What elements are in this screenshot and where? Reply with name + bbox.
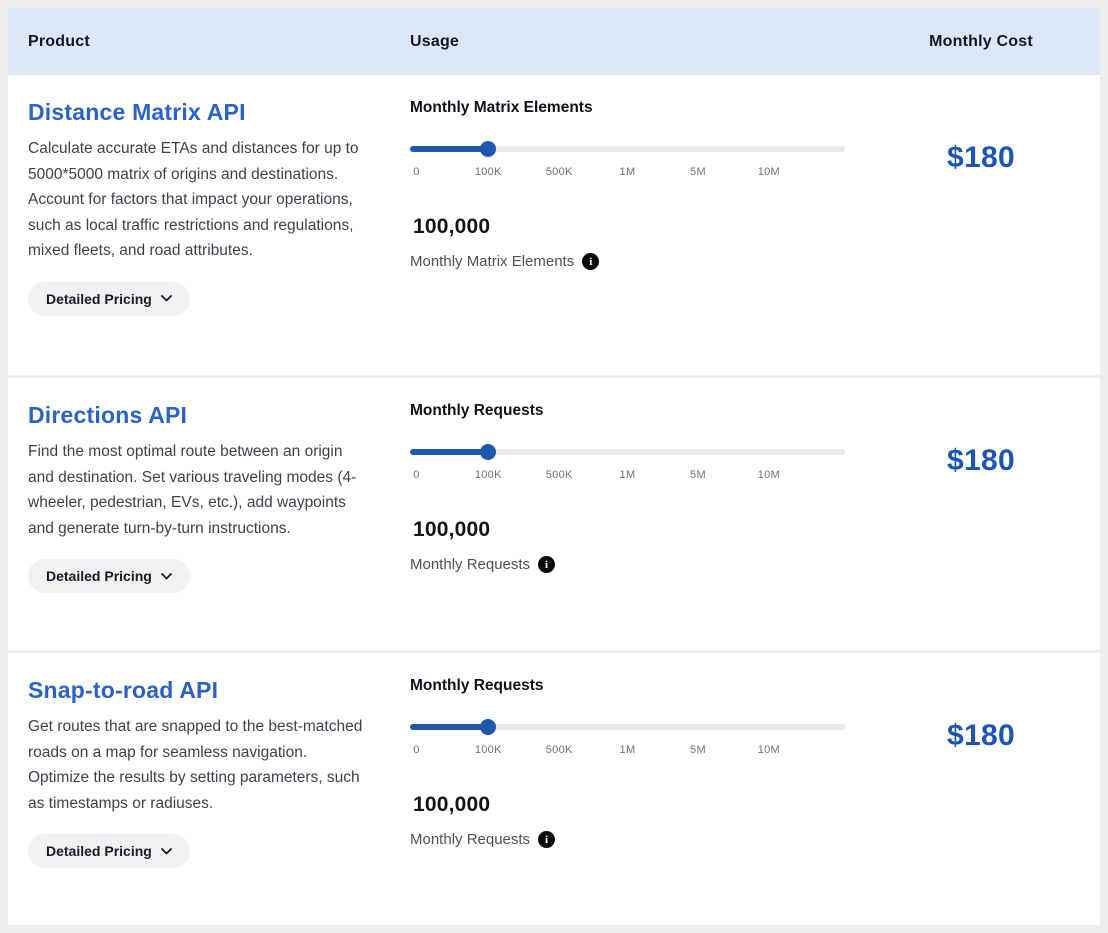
header-monthly-cost: Monthly Cost [862,33,1100,51]
slider-tick-labels: 0 100K 500K 1M 5M 10M [410,166,845,180]
monthly-cost-value: $180 [862,141,1100,175]
info-icon[interactable]: i [538,556,555,573]
usage-slider[interactable] [410,141,845,157]
cost-cell: $180 [862,653,1100,925]
tick-label: 0 [413,469,419,481]
usage-value: 100,000 [413,518,838,542]
slider-handle[interactable] [480,719,496,735]
table-row-directions-api: Directions API Find the most optimal rou… [8,378,1100,650]
usage-label: Monthly Requests [410,556,530,573]
tick-label: 10M [758,166,780,178]
tick-label: 500K [546,166,573,178]
header-product: Product [8,33,402,51]
slider-fill [410,449,488,455]
slider-handle[interactable] [480,141,496,157]
detailed-pricing-label: Detailed Pricing [46,568,152,584]
detailed-pricing-label: Detailed Pricing [46,843,152,859]
monthly-cost-value: $180 [862,444,1100,478]
table-header: Product Usage Monthly Cost [8,8,1100,75]
usage-value: 100,000 [413,793,838,817]
usage-cell: Monthly Requests 0 100K 500K 1M 5M 10M 1… [402,378,862,650]
usage-cell: Monthly Matrix Elements 0 100K 500K 1M 5… [402,75,862,375]
product-cell: Snap-to-road API Get routes that are sna… [8,653,402,925]
chevron-down-icon [161,295,172,302]
product-title: Directions API [28,402,372,429]
tick-label: 0 [413,744,419,756]
tick-label: 1M [620,166,636,178]
pricing-table: Product Usage Monthly Cost Distance Matr… [8,8,1100,925]
usage-slider[interactable] [410,444,845,460]
usage-label: Monthly Requests [410,831,530,848]
cost-cell: $180 [862,378,1100,650]
product-description: Calculate accurate ETAs and distances fo… [28,136,364,264]
tick-label: 100K [475,744,502,756]
cost-cell: $180 [862,75,1100,375]
usage-label-line: Monthly Requests i [410,556,838,573]
product-title: Snap-to-road API [28,677,372,704]
tick-label: 5M [690,166,706,178]
tick-label: 10M [758,744,780,756]
detailed-pricing-label: Detailed Pricing [46,291,152,307]
slider-tick-labels: 0 100K 500K 1M 5M 10M [410,744,845,758]
slider-handle[interactable] [480,444,496,460]
usage-label-line: Monthly Requests i [410,831,838,848]
product-description: Get routes that are snapped to the best-… [28,714,364,816]
tick-label: 500K [546,469,573,481]
usage-heading: Monthly Requests [410,677,838,695]
tick-label: 5M [690,469,706,481]
detailed-pricing-button[interactable]: Detailed Pricing [28,282,190,316]
chevron-down-icon [161,848,172,855]
info-icon[interactable]: i [582,253,599,270]
usage-label: Monthly Matrix Elements [410,253,574,270]
monthly-cost-value: $180 [862,719,1100,753]
slider-fill [410,724,488,730]
table-row-distance-matrix-api: Distance Matrix API Calculate accurate E… [8,75,1100,375]
slider-fill [410,146,488,152]
product-description: Find the most optimal route between an o… [28,439,364,541]
tick-label: 10M [758,469,780,481]
header-usage: Usage [402,33,862,51]
tick-label: 5M [690,744,706,756]
slider-tick-labels: 0 100K 500K 1M 5M 10M [410,469,845,483]
product-cell: Distance Matrix API Calculate accurate E… [8,75,402,375]
usage-heading: Monthly Requests [410,402,838,420]
info-icon[interactable]: i [538,831,555,848]
usage-slider[interactable] [410,719,845,735]
chevron-down-icon [161,573,172,580]
tick-label: 0 [413,166,419,178]
tick-label: 1M [620,469,636,481]
tick-label: 1M [620,744,636,756]
tick-label: 500K [546,744,573,756]
product-cell: Directions API Find the most optimal rou… [8,378,402,650]
usage-label-line: Monthly Matrix Elements i [410,253,838,270]
detailed-pricing-button[interactable]: Detailed Pricing [28,559,190,593]
detailed-pricing-button[interactable]: Detailed Pricing [28,834,190,868]
table-row-snap-to-road-api: Snap-to-road API Get routes that are sna… [8,653,1100,925]
usage-cell: Monthly Requests 0 100K 500K 1M 5M 10M 1… [402,653,862,925]
tick-label: 100K [475,469,502,481]
usage-heading: Monthly Matrix Elements [410,99,838,117]
tick-label: 100K [475,166,502,178]
usage-value: 100,000 [413,215,838,239]
product-title: Distance Matrix API [28,99,372,126]
